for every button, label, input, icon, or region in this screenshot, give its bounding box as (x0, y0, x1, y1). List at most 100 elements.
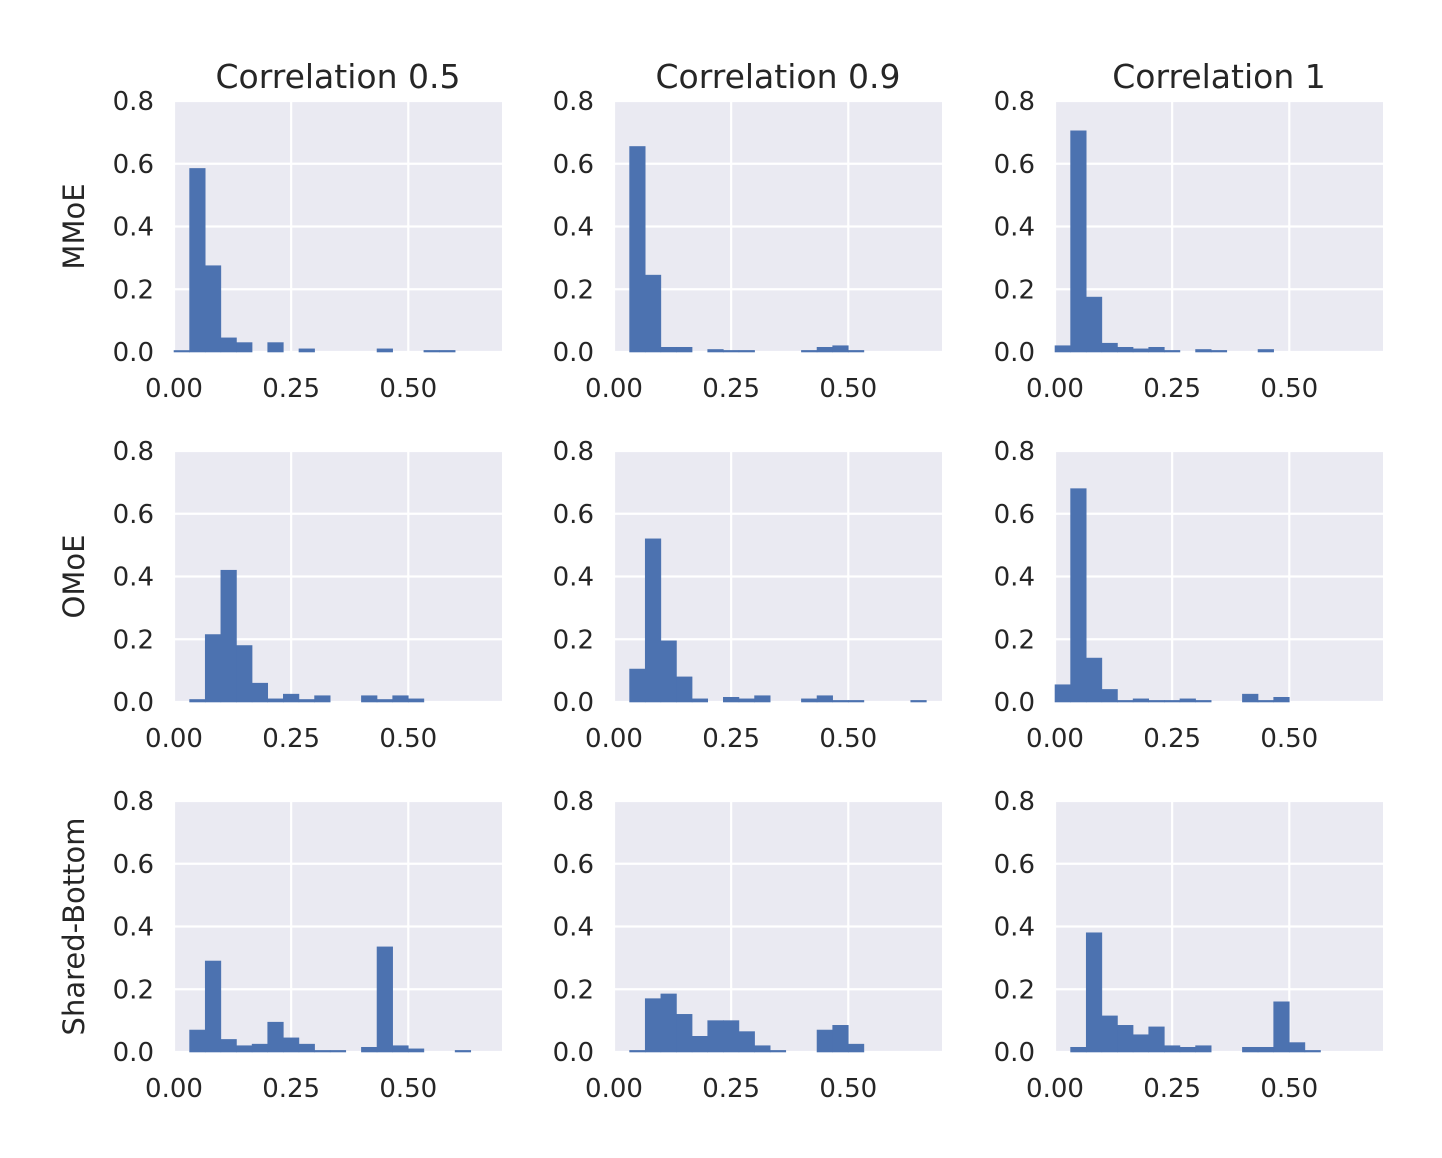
histogram-bar (251, 682, 269, 703)
y-tick-label: 0.0 (553, 1038, 594, 1068)
y-tick-label: 0.6 (113, 850, 154, 880)
histogram-bar (236, 645, 253, 703)
histogram-bar (1195, 349, 1212, 353)
panel-2-3: 0.0 0.2 0.4 0.6 0.8 0.00 0.25 0.50 (994, 437, 1383, 754)
histogram-bar (1242, 1046, 1259, 1053)
histogram-bar (738, 350, 755, 353)
histogram-bar (1054, 345, 1071, 353)
x-tick-label: 0.00 (1026, 374, 1084, 404)
histogram-bar (204, 634, 222, 703)
histogram-bar (723, 350, 740, 353)
histogram-bar (644, 998, 662, 1053)
histogram-bar (691, 1036, 709, 1053)
histogram-bar (1273, 696, 1290, 703)
y-tick-label: 0.8 (553, 437, 594, 467)
x-tick-label: 0.50 (819, 1074, 877, 1104)
histogram-bar (283, 1037, 300, 1053)
y-tick-label: 0.6 (553, 850, 594, 880)
y-tick-label: 0.4 (994, 213, 1035, 243)
histogram-bar (423, 350, 440, 353)
row-label-1: MMoE (57, 183, 91, 269)
x-tick-label: 0.00 (585, 724, 643, 754)
histogram-bar (1210, 350, 1228, 353)
histogram-bar (361, 695, 378, 703)
panel-1-3: 0.0 0.2 0.4 0.6 0.8 0.00 0.25 0.50 (994, 87, 1383, 404)
histogram-bar (1273, 1001, 1290, 1053)
histogram-bar (283, 693, 300, 703)
histogram-bar (298, 699, 315, 703)
histogram-bar (801, 350, 818, 353)
y-tick-label: 0.2 (553, 625, 594, 655)
y-tick-label: 0.0 (994, 338, 1035, 368)
panels-layer: 0.00.20.40.60.80.00 0.25 0.500.00.20.40.60… (113, 87, 1383, 1104)
histogram-bar (376, 946, 393, 1053)
y-tick-label: 0.8 (553, 87, 594, 117)
histogram-bar (644, 538, 662, 703)
histogram-bar (1164, 700, 1181, 703)
histogram-bar (220, 337, 237, 353)
x-tick-label: 0.50 (819, 374, 877, 404)
histogram-bar (801, 698, 818, 703)
histogram-bar (1257, 1046, 1274, 1053)
y-tick-label: 0.0 (553, 688, 594, 718)
panel-2-2: 0.0 0.2 0.4 0.6 0.8 0.00 0.25 0.50 (553, 437, 942, 754)
y-tick-label: 0.0 (994, 1038, 1035, 1068)
histogram-bar (629, 146, 646, 353)
panel-3-3: 0.0 0.2 0.4 0.6 0.8 0.00 0.25 0.50 (994, 787, 1383, 1104)
y-tick-label: 0.8 (113, 437, 154, 467)
x-tick-label: 0.50 (379, 1074, 437, 1104)
histogram-bar (392, 695, 409, 703)
histogram-bar (1117, 700, 1134, 703)
x-tick-label: 0.00 (145, 374, 203, 404)
y-tick-label: 0.8 (113, 87, 154, 117)
histogram-bar (1070, 130, 1087, 353)
histogram-bar (267, 342, 284, 353)
histogram-bar (220, 1039, 237, 1053)
panel-1-1: 0.0 0.2 0.4 0.6 0.8 0.00 0.25 0.50 (113, 87, 502, 404)
histogram-bar (1101, 1015, 1118, 1053)
histogram-bar (376, 699, 393, 703)
y-tick-label: 0.4 (553, 563, 594, 593)
histogram-bar (847, 350, 865, 353)
panel-3-1: 0.0 0.2 0.4 0.6 0.8 0.00 0.25 0.50 (113, 787, 502, 1104)
x-tick-label: 0.50 (379, 724, 437, 754)
histogram-bar (754, 1045, 771, 1053)
histogram-bar (754, 695, 771, 703)
histogram-bar (376, 348, 393, 353)
histogram-bar (1101, 689, 1118, 703)
y-tick-label: 0.2 (994, 275, 1035, 305)
y-tick-label: 0.4 (113, 913, 154, 943)
x-tick-label: 0.50 (379, 374, 437, 404)
histogram-bar (723, 1020, 740, 1053)
histogram-bar (267, 698, 284, 703)
x-tick-label: 0.00 (145, 1074, 203, 1104)
histogram-bar (1179, 1046, 1196, 1053)
y-tick-label: 0.4 (113, 563, 154, 593)
y-tick-label: 0.6 (994, 500, 1035, 530)
histogram-bar (454, 1050, 472, 1053)
x-tick-label: 0.25 (702, 374, 760, 404)
histogram-bar (847, 700, 865, 703)
histogram-bar (816, 346, 833, 353)
histogram-bar (738, 1031, 755, 1053)
histogram-bar (691, 698, 709, 703)
histogram-bar (204, 265, 222, 353)
histogram-bar (1257, 700, 1274, 703)
x-tick-label: 0.50 (819, 724, 877, 754)
histogram-bar (1164, 350, 1181, 353)
histogram-bar (1132, 1034, 1150, 1053)
y-tick-label: 0.2 (113, 275, 154, 305)
histogram-bar (816, 1029, 833, 1053)
histogram-bar (1148, 1026, 1165, 1053)
histogram-bar (832, 700, 849, 703)
x-tick-label: 0.25 (1143, 1074, 1201, 1104)
x-tick-label: 0.00 (1026, 1074, 1084, 1104)
y-tick-label: 0.2 (994, 975, 1035, 1005)
x-tick-label: 0.25 (702, 1074, 760, 1104)
y-tick-label: 0.8 (994, 87, 1035, 117)
x-tick-label: 0.25 (262, 724, 320, 754)
x-tick-label: 0.25 (262, 374, 320, 404)
histogram-bar (407, 1048, 425, 1053)
y-tick-label: 0.6 (113, 500, 154, 530)
histogram-bar (1257, 349, 1274, 353)
